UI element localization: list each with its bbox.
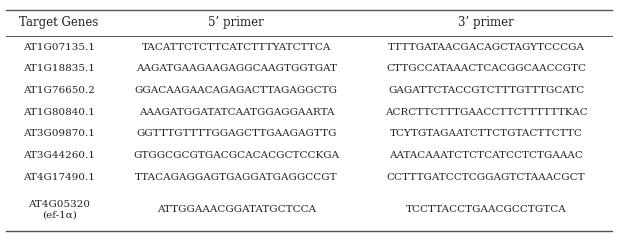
Text: Target Genes: Target Genes: [20, 16, 99, 29]
Text: ACRCTTCTTTGAACCTTCTTTTTTKAC: ACRCTTCTTTGAACCTTCTTTTTTKAC: [385, 108, 588, 117]
Text: AT1G80840.1: AT1G80840.1: [23, 108, 95, 117]
Text: ATTGGAAACGGATATGCTCCA: ATTGGAAACGGATATGCTCCA: [157, 205, 316, 214]
Text: AT4G17490.1: AT4G17490.1: [23, 173, 95, 182]
Text: GTGGCGCGTGACGCACACGCTCCKGA: GTGGCGCGTGACGCACACGCTCCKGA: [133, 151, 339, 160]
Text: AT4G05320
(ef-1α): AT4G05320 (ef-1α): [28, 200, 90, 220]
Text: 3’ primer: 3’ primer: [459, 16, 514, 29]
Text: AAAGATGGATATCAATGGAGGAARTA: AAAGATGGATATCAATGGAGGAARTA: [138, 108, 334, 117]
Text: AAGATGAAGAAGAGGCAAGTGGTGAT: AAGATGAAGAAGAGGCAAGTGGTGAT: [136, 64, 337, 73]
Text: CTTGCCATAAACTCACGGCAACCGTC: CTTGCCATAAACTCACGGCAACCGTC: [386, 64, 586, 73]
Text: AT1G76650.2: AT1G76650.2: [23, 86, 95, 95]
Text: AT3G44260.1: AT3G44260.1: [23, 151, 95, 160]
Text: GAGATTCTACCGTCTTTGTTTGCATC: GAGATTCTACCGTCTTTGTTTGCATC: [388, 86, 584, 95]
Text: CCTTTGATCCTCGGAGTCTAAACGCT: CCTTTGATCCTCGGAGTCTAAACGCT: [387, 173, 585, 182]
Text: TACATTCTCTTCATCTTTYATCTTCA: TACATTCTCTTCATCTTTYATCTTCA: [142, 43, 331, 52]
Text: AT1G18835.1: AT1G18835.1: [23, 64, 95, 73]
Text: TCCTTACCTGAACGCCTGTCA: TCCTTACCTGAACGCCTGTCA: [406, 205, 567, 214]
Text: GGACAAGAACAGAGACTTAGAGGCTG: GGACAAGAACAGAGACTTAGAGGCTG: [135, 86, 338, 95]
Text: AT3G09870.1: AT3G09870.1: [23, 129, 95, 138]
Text: TTTTGATAACGACAGCTAGYTCCCGA: TTTTGATAACGACAGCTAGYTCCCGA: [387, 43, 585, 52]
Text: AATACAAATCTCTCATCCTCTGAAAC: AATACAAATCTCTCATCCTCTGAAAC: [389, 151, 583, 160]
Text: GGTTTGTTTTGGAGCTTGAAGAGTTG: GGTTTGTTTTGGAGCTTGAAGAGTTG: [136, 129, 337, 138]
Text: 5’ primer: 5’ primer: [208, 16, 265, 29]
Text: TTACAGAGGAGTGAGGATGAGGCCGT: TTACAGAGGAGTGAGGATGAGGCCGT: [135, 173, 337, 182]
Text: TCYTGTAGAATCTTCTGTACTTCTTC: TCYTGTAGAATCTTCTGTACTTCTTC: [390, 129, 583, 138]
Text: AT1G07135.1: AT1G07135.1: [23, 43, 95, 52]
